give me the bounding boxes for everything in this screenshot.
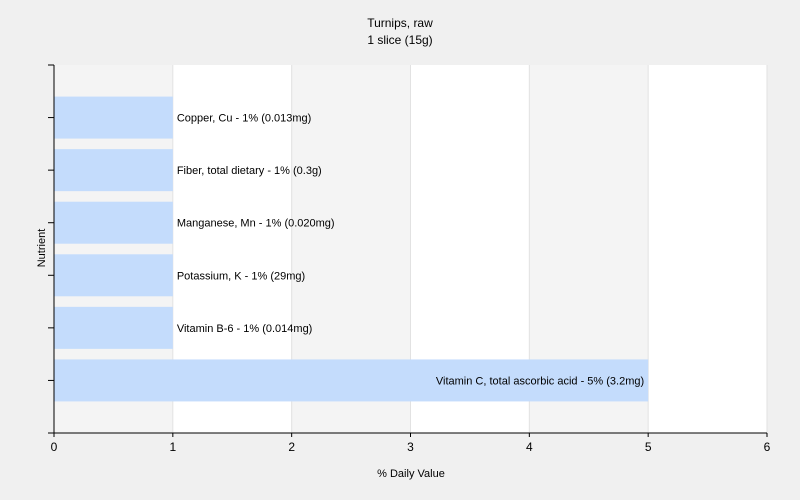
chart-title: Turnips, raw bbox=[367, 16, 433, 30]
bar-label: Vitamin C, total ascorbic acid - 5% (3.2… bbox=[436, 375, 644, 387]
bar-labels: Copper, Cu - 1% (0.013mg) Fiber, total di… bbox=[177, 113, 644, 388]
bar-label: Vitamin B-6 - 1% (0.014mg) bbox=[177, 323, 313, 335]
chart-subtitle: 1 slice (15g) bbox=[367, 33, 432, 47]
x-tick-label: 3 bbox=[407, 440, 414, 454]
x-axis-ticks: 0 1 2 3 4 5 6 bbox=[51, 433, 771, 454]
x-tick-label: 2 bbox=[288, 440, 295, 454]
bar-label: Copper, Cu - 1% (0.013mg) bbox=[177, 113, 312, 125]
bar bbox=[54, 201, 173, 244]
x-tick-label: 5 bbox=[645, 440, 652, 454]
bar bbox=[54, 306, 173, 349]
bars bbox=[54, 96, 649, 402]
bar bbox=[54, 149, 173, 192]
x-axis-label: % Daily Value bbox=[377, 468, 445, 480]
bar bbox=[54, 96, 173, 139]
y-axis-label: Nutrient bbox=[36, 229, 48, 268]
plot-band bbox=[648, 65, 767, 433]
x-tick-label: 6 bbox=[764, 440, 771, 454]
y-axis-ticks bbox=[48, 64, 54, 434]
x-tick-label: 0 bbox=[51, 440, 58, 454]
bar bbox=[54, 359, 649, 402]
x-tick-label: 4 bbox=[526, 440, 533, 454]
bar-label: Manganese, Mn - 1% (0.020mg) bbox=[177, 218, 335, 230]
bar-label: Fiber, total dietary - 1% (0.3g) bbox=[177, 165, 322, 177]
x-tick-label: 1 bbox=[169, 440, 176, 454]
bar bbox=[54, 254, 173, 297]
bar-label: Potassium, K - 1% (29mg) bbox=[177, 270, 305, 282]
